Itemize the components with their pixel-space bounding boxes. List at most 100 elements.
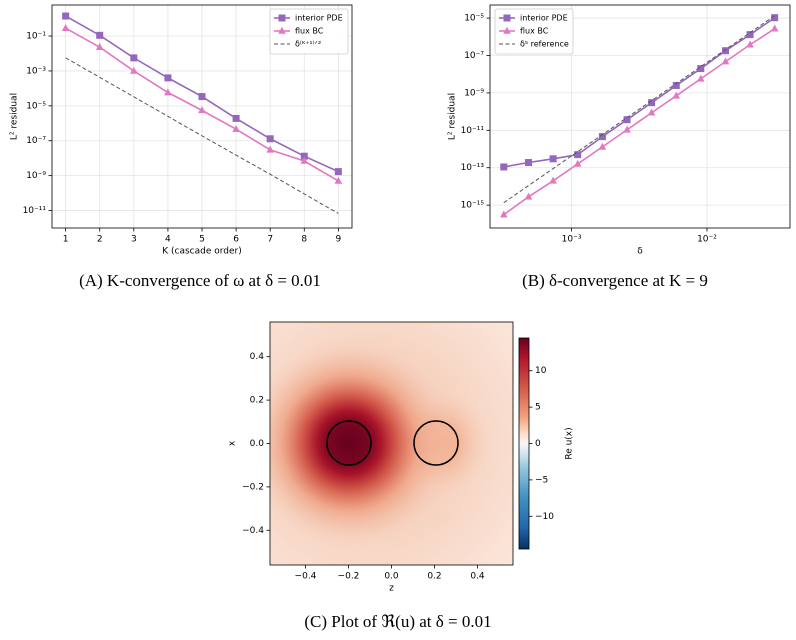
caption: (B) δ-convergence at K = 9: [522, 271, 708, 290]
y-tick-label: 10⁻⁵: [464, 14, 484, 24]
marker: [130, 66, 138, 74]
legend-label: interior PDE: [520, 14, 568, 23]
marker: [198, 93, 206, 101]
marker: [722, 47, 730, 55]
legend-box: [269, 8, 349, 55]
series-line: [503, 28, 776, 216]
x-tick-label: 8: [301, 235, 307, 245]
series-line: [503, 17, 776, 168]
marker: [278, 14, 286, 22]
colorbar: [518, 337, 530, 550]
legend-label: flux BC: [295, 27, 324, 36]
heatmap-image: [270, 322, 513, 565]
x-tick-label: 0.4: [470, 572, 485, 582]
colorbar-label: Re u(x): [565, 427, 575, 459]
series-line: [503, 15, 775, 204]
y-axis-label: L² residual: [10, 93, 20, 140]
y-tick-label: 10⁻¹: [26, 32, 46, 42]
x-tick-label: 10⁻³: [562, 235, 582, 245]
marker: [746, 31, 754, 39]
marker: [746, 40, 754, 48]
plot-frame: [51, 4, 353, 229]
marker: [499, 210, 508, 218]
x-tick-label: 10⁻²: [697, 235, 717, 245]
marker: [648, 99, 656, 107]
marker: [549, 176, 557, 184]
marker: [672, 81, 680, 89]
x-tick-label: 0.0: [384, 572, 399, 582]
marker: [300, 156, 309, 164]
heatmap-field: [270, 322, 513, 565]
marker: [334, 168, 342, 176]
legend-label: interior PDE: [295, 14, 343, 23]
plot-area: [61, 12, 343, 214]
marker: [524, 192, 533, 200]
colorbar-tick-label: −5: [535, 475, 548, 485]
marker: [95, 42, 104, 50]
marker: [164, 74, 172, 82]
marker: [278, 26, 286, 34]
y-tick-label: 10⁻¹¹: [23, 206, 47, 216]
marker: [300, 152, 308, 160]
x-tick-label: 4: [165, 235, 171, 245]
marker: [623, 125, 631, 133]
legend-label: flux BC: [520, 27, 549, 36]
marker: [96, 31, 104, 39]
colorbar-tick-label: 10: [535, 366, 547, 376]
scatterer-circle: [413, 420, 459, 466]
y-tick-label: 10⁻⁷: [464, 51, 484, 61]
marker: [130, 54, 138, 62]
y-tick-label: 10⁻⁷: [26, 136, 46, 146]
colorbar-tick-label: 0: [535, 439, 541, 449]
plot-frame: [269, 321, 514, 566]
caption: (C) Plot of ℜ(u) at δ = 0.01: [304, 612, 491, 631]
marker: [500, 163, 508, 171]
marker: [61, 24, 70, 32]
legend-box: [494, 8, 574, 55]
colorbar-tick-label: −10: [535, 512, 554, 522]
x-axis-label: K (cascade order): [162, 247, 242, 257]
plot-area: [499, 14, 779, 218]
marker: [573, 159, 582, 167]
x-tick-label: 6: [233, 235, 239, 245]
marker: [334, 176, 343, 184]
colorbar-tick-label: 5: [535, 403, 541, 413]
plot-frame: [489, 4, 791, 229]
marker: [62, 12, 70, 20]
marker: [770, 24, 779, 32]
marker: [598, 142, 607, 150]
marker: [672, 91, 681, 99]
marker: [232, 114, 240, 122]
x-tick-label: −0.4: [295, 572, 317, 582]
marker: [232, 124, 240, 132]
legend-label: δ⁽ᴷ⁺¹⁾ᐟ²: [295, 40, 321, 49]
marker: [721, 57, 730, 65]
x-tick-label: 5: [199, 235, 205, 245]
marker: [697, 74, 705, 82]
marker: [503, 26, 511, 34]
marker: [647, 108, 656, 116]
y-tick-label: 0.4: [250, 352, 265, 362]
y-tick-label: 0.2: [250, 396, 264, 406]
series-line: [65, 57, 339, 214]
scatterer-circle: [326, 420, 372, 466]
marker: [266, 145, 274, 153]
x-tick-label: 3: [131, 235, 137, 245]
y-tick-label: 10⁻⁹: [464, 88, 484, 98]
y-tick-label: −0.4: [242, 526, 264, 536]
marker: [771, 14, 779, 22]
marker: [574, 151, 582, 159]
y-tick-label: −0.2: [242, 482, 264, 492]
x-tick-label: 1: [63, 235, 69, 245]
y-tick-label: 10⁻⁵: [26, 101, 46, 111]
x-axis-label: δ: [637, 247, 643, 257]
marker: [697, 65, 705, 73]
marker: [524, 159, 532, 167]
marker: [266, 135, 274, 143]
legend-label: δ⁵ reference: [520, 40, 569, 49]
marker: [598, 133, 606, 141]
x-tick-label: 0.2: [427, 572, 441, 582]
y-tick-label: 0.0: [250, 439, 265, 449]
